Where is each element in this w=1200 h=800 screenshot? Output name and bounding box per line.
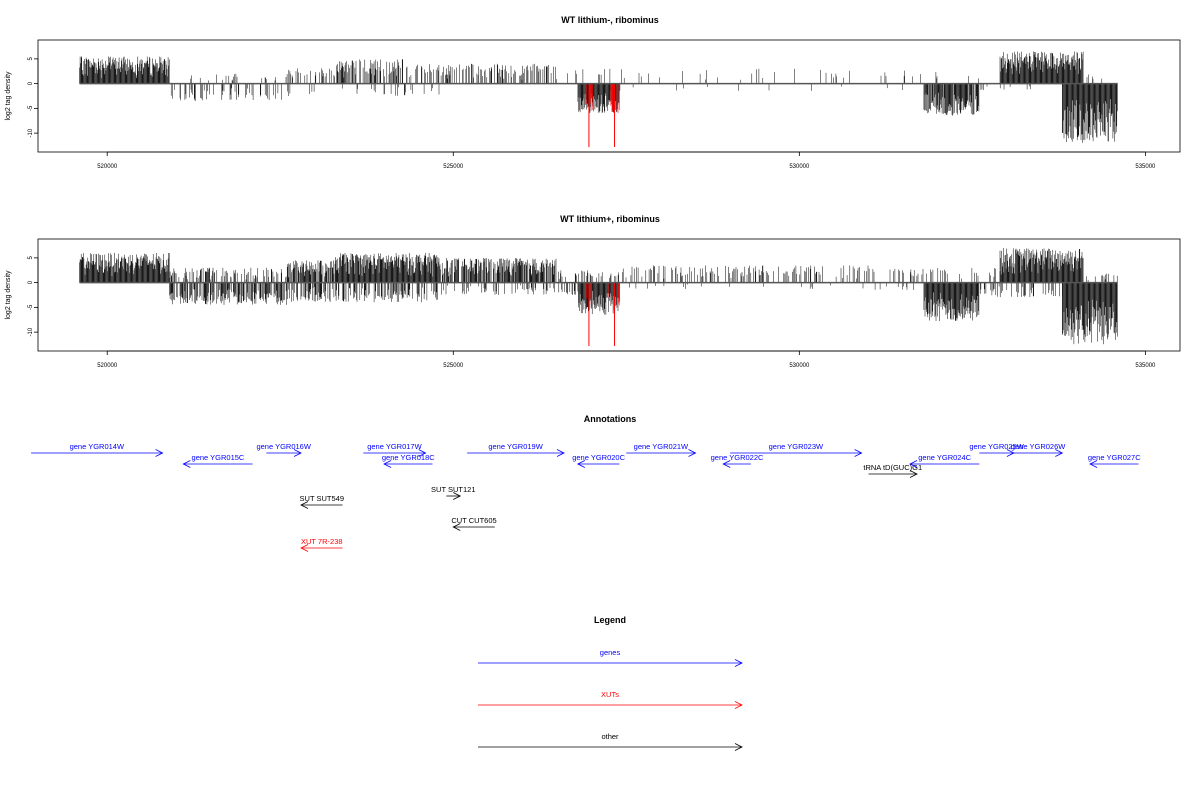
annotation-label: CUT CUT605	[451, 516, 496, 525]
annotation-arrow-13: gene YGR025W	[969, 442, 1025, 457]
annotation-features: gene YGR014W gene YGR015C gene YGR016W gene…	[31, 442, 1141, 552]
annotation-label: gene YGR018C	[382, 453, 435, 462]
annotation-arrow-9: gene YGR022C	[711, 453, 764, 468]
annotation-label: gene YGR017W	[367, 442, 422, 451]
legend-item-xut: XUTs	[478, 690, 743, 709]
annotation-label: gene YGR022C	[711, 453, 764, 462]
x-tick-label: 530000	[789, 164, 810, 170]
annotation-label: gene YGR020C	[572, 453, 625, 462]
y-tick-label: -10	[28, 327, 34, 336]
x-tick-label: 535000	[1135, 363, 1156, 369]
legend-label-xut: XUTs	[601, 690, 619, 699]
legend-items: genes XUTs other	[478, 648, 743, 751]
annotation-label: gene YGR014W	[70, 442, 125, 451]
y-tick-label: 0	[28, 280, 34, 284]
annotation-label: gene YGR023W	[769, 442, 824, 451]
annotation-arrow-10: gene YGR023W	[730, 442, 863, 457]
panel-lithium-plus: WT lithium+, ribominus 5 0 -5 -10 520000 525…	[5, 214, 1181, 369]
annotations-title: Annotations	[584, 414, 637, 424]
x-tick-label: 520000	[97, 164, 118, 170]
annotation-arrow-4: gene YGR017W	[363, 442, 427, 457]
panel-2-title: WT lithium+, ribominus	[560, 214, 660, 224]
tag-density-bars	[79, 248, 1118, 345]
x-tick-label: 525000	[443, 363, 464, 369]
y-tick-label: 5	[28, 57, 34, 61]
annotation-label: gene YGR024C	[918, 453, 971, 462]
y-tick-label: -5	[28, 105, 34, 111]
annotation-label: gene YGR019W	[488, 442, 543, 451]
legend-label-other: other	[601, 732, 619, 741]
tag-density-bars	[79, 51, 1118, 143]
panel-1-title: WT lithium-, ribominus	[561, 15, 659, 25]
annotation-label: gene YGR021W	[634, 442, 689, 451]
panel-2-x-axis: 520000 525000 530000 535000	[97, 350, 1156, 369]
annotation-label: SUT SUT549	[300, 494, 344, 503]
y-tick-label: -10	[28, 128, 34, 137]
annotation-arrow-7: gene YGR020C	[572, 453, 626, 468]
annotation-arrow-1: gene YGR014W	[31, 442, 164, 457]
annotation-arrow-15: gene YGR027C	[1088, 453, 1141, 468]
annotation-label: gene YGR025W	[969, 442, 1024, 451]
x-tick-label: 535000	[1135, 164, 1156, 170]
panel-2-y-axis: 5 0 -5 -10	[28, 256, 39, 336]
y-tick-label: -5	[28, 304, 34, 310]
annotation-arrow-2: gene YGR015C	[182, 453, 253, 468]
annotation-label: SUT SUT121	[431, 485, 475, 494]
annotation-label: gene YGR016W	[256, 442, 311, 451]
legend-item-other: other	[478, 732, 743, 751]
annotation-label: tRNA tD(GUC)G1	[863, 463, 922, 472]
x-tick-label: 520000	[97, 363, 118, 369]
x-tick-label: 525000	[443, 164, 464, 170]
panel-lithium-minus: WT lithium-, ribominus 5 0 -5 -10 520000 525…	[5, 15, 1181, 170]
annotation-arrow-12: gene YGR024C	[909, 453, 980, 468]
panel-1-bars	[79, 51, 1118, 148]
annotation-arrow-8: gene YGR021W	[626, 442, 697, 457]
panel-1-ylabel: log2 tag density	[5, 71, 12, 121]
legend-title: Legend	[594, 615, 626, 625]
annotation-label: gene YGR027C	[1088, 453, 1141, 462]
panel-1-x-axis: 520000 525000 530000 535000	[97, 151, 1156, 170]
annotation-label: XUT 7R-238	[301, 537, 343, 546]
annotation-arrow-11: tRNA tD(GUC)G1	[863, 463, 922, 478]
annotation-arrow-17: SUT SUT121	[431, 485, 476, 500]
annotation-arrow-19: XUT 7R-238	[300, 537, 343, 552]
annotation-arrow-3: gene YGR016W	[256, 442, 312, 457]
y-tick-label: 5	[28, 256, 34, 260]
panel-1-y-axis: 5 0 -5 -10	[28, 57, 39, 137]
panel-2-bars	[79, 248, 1118, 347]
annotation-arrow-16: SUT SUT549	[300, 494, 344, 509]
legend-label-gene: genes	[600, 648, 621, 657]
annotation-label: gene YGR026W	[1011, 442, 1066, 451]
y-tick-label: 0	[28, 81, 34, 85]
annotation-arrow-18: CUT CUT605	[451, 516, 497, 531]
annotation-arrow-14: gene YGR026W	[1011, 442, 1066, 457]
x-tick-label: 530000	[789, 363, 810, 369]
annotation-arrow-6: gene YGR019W	[467, 442, 565, 457]
panel-2-ylabel: log2 tag density	[5, 270, 12, 320]
legend-item-gene: genes	[478, 648, 743, 667]
legend: Legend genes XUTs other	[478, 615, 743, 751]
annotation-label: gene YGR015C	[192, 453, 245, 462]
annotation-arrow-5: gene YGR018C	[382, 453, 435, 468]
